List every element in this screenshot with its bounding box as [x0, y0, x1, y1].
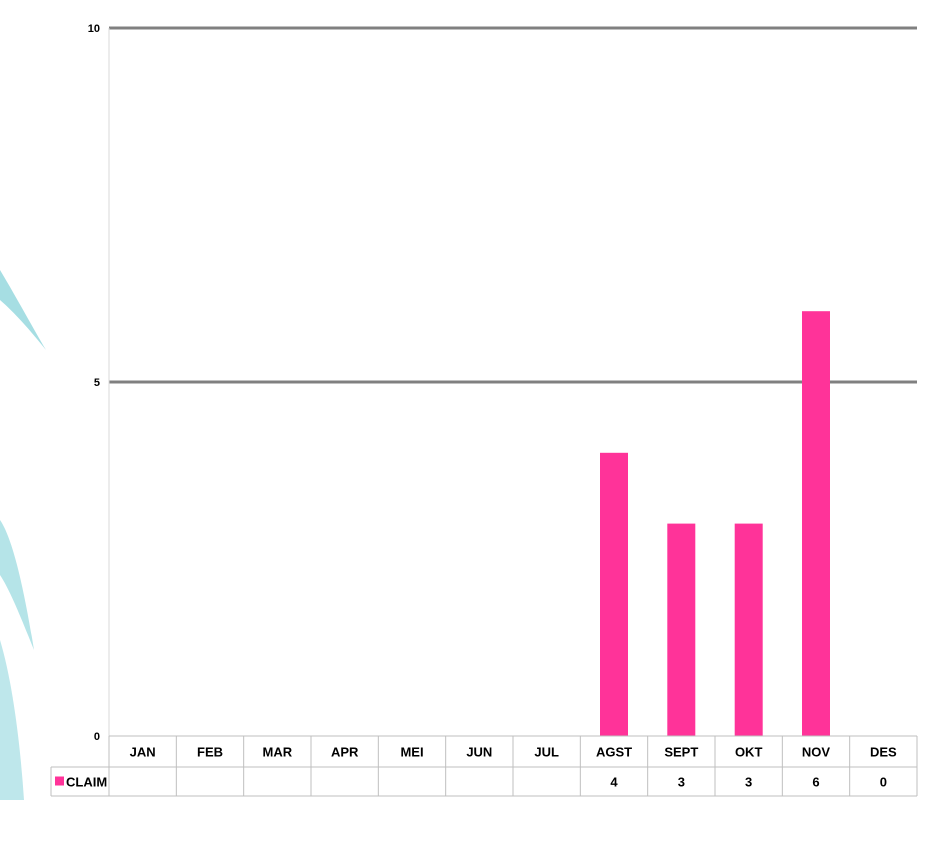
bar-okt — [734, 523, 763, 736]
x-tick-label: OKT — [735, 745, 763, 760]
x-tick-label: DES — [870, 745, 897, 760]
data-label: 3 — [745, 775, 752, 790]
x-tick-label: APR — [331, 745, 359, 760]
bar-agst — [600, 452, 628, 736]
legend-label: CLAIM — [66, 775, 107, 790]
bars — [600, 311, 830, 736]
x-tick-label: FEB — [197, 745, 223, 760]
data-label: 4 — [610, 775, 618, 790]
data-label: 0 — [880, 775, 887, 790]
x-tick-label: MEI — [400, 745, 423, 760]
x-tick-label: NOV — [802, 745, 831, 760]
bar-nov — [802, 311, 830, 736]
data-table: JAN FEB MAR APR MEI JUN JUL AGST 4 SEPT 3 OKT 3 NOV 6 D… — [50, 735, 918, 797]
x-tick-label: JUL — [534, 745, 559, 760]
data-label: 6 — [812, 775, 819, 790]
data-label: 3 — [678, 775, 685, 790]
y-tick-label: 5 — [94, 377, 100, 389]
x-tick-label: JAN — [130, 745, 156, 760]
x-tick-label: MAR — [263, 745, 293, 760]
y-tick-label: 10 — [88, 23, 100, 35]
bar-sept — [667, 523, 696, 736]
legend-swatch — [55, 776, 64, 786]
x-tick-label: JUN — [466, 745, 492, 760]
background-swirl — [0, 270, 46, 800]
x-tick-label: AGST — [596, 745, 632, 760]
gridlines — [109, 26, 917, 384]
y-tick-label: 0 — [94, 731, 100, 743]
value-axis: 0 5 10 — [88, 23, 110, 743]
x-tick-label: SEPT — [664, 745, 698, 760]
